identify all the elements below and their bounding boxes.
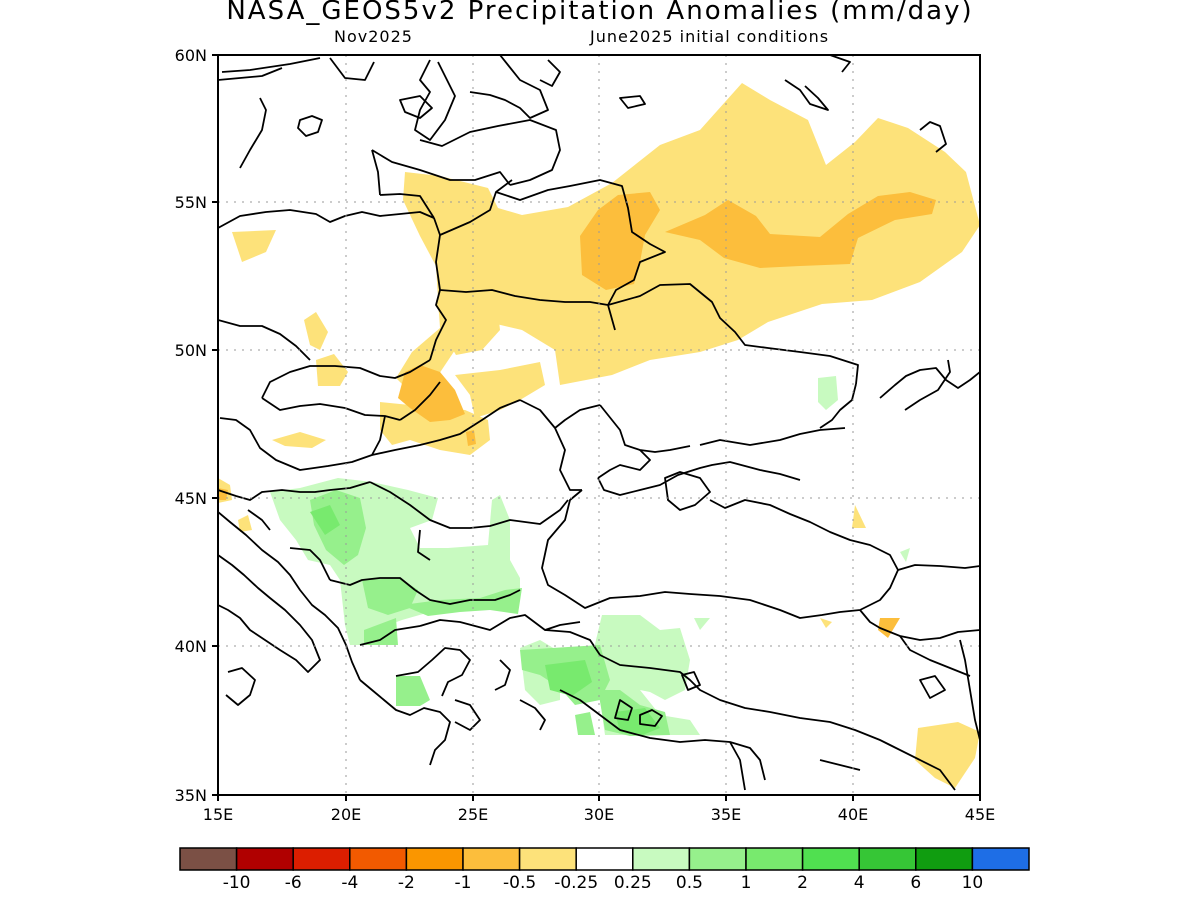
lon-label: 30E xyxy=(584,805,614,824)
colorbar-label: -0.25 xyxy=(554,873,598,893)
colorbar-label: -4 xyxy=(341,873,358,893)
longitude-labels: 15E 20E 25E 30E 35E 40E 45E xyxy=(203,805,995,824)
initial-conditions-label: June2025 initial conditions xyxy=(590,27,830,46)
colorbar-swatch xyxy=(801,847,860,871)
colorbar-label: -1 xyxy=(455,873,472,893)
colorbar-swatch xyxy=(575,847,634,871)
colorbar-label: 0.5 xyxy=(676,873,703,893)
colorbar-swatch xyxy=(462,847,521,871)
coastlines-borders xyxy=(218,55,980,791)
colorbar-label: 1 xyxy=(741,873,752,893)
colorbar-swatch xyxy=(349,847,408,871)
lat-label: 50N xyxy=(175,341,207,360)
lat-label: 45N xyxy=(175,489,207,508)
colorbar-label: -0.5 xyxy=(503,873,536,893)
colorbar-label: -6 xyxy=(285,873,302,893)
colorbar-swatch xyxy=(179,847,238,871)
colorbar-label: 0.25 xyxy=(614,873,652,893)
colorbar-swatch xyxy=(915,847,974,871)
lat-label: 55N xyxy=(175,193,207,212)
lon-label: 15E xyxy=(203,805,233,824)
lon-label: 20E xyxy=(331,805,361,824)
latitude-labels: 60N 55N 50N 45N 40N 35N xyxy=(175,46,207,805)
colorbar-swatch xyxy=(745,847,804,871)
colorbar-label: -2 xyxy=(398,873,415,893)
colorbar-swatch xyxy=(405,847,464,871)
dry-anomaly-light xyxy=(218,83,980,788)
colorbar-swatch xyxy=(632,847,691,871)
lon-label: 25E xyxy=(458,805,488,824)
colorbar-swatch xyxy=(518,847,577,871)
colorbar-label: 10 xyxy=(962,873,984,893)
colorbar-label: 6 xyxy=(910,873,921,893)
colorbar: -10 -6 -4 -2 -1 -0.5 -0.25 0.25 0.5 1 2 4 6 10 xyxy=(179,847,1030,893)
anomaly-fields xyxy=(218,83,980,788)
lat-label: 40N xyxy=(175,637,207,656)
colorbar-swatch xyxy=(235,847,294,871)
lat-label: 35N xyxy=(175,786,207,805)
lon-label: 35E xyxy=(711,805,741,824)
colorbar-swatch xyxy=(858,847,917,871)
colorbar-label: 4 xyxy=(854,873,865,893)
colorbar-swatch xyxy=(292,847,351,871)
gridlines xyxy=(218,55,980,795)
colorbar-label: 2 xyxy=(797,873,808,893)
map-title: NASA_GEOS5v2 Precipitation Anomalies (mm… xyxy=(226,0,974,26)
forecast-month: Nov2025 xyxy=(334,27,413,46)
colorbar-label: -10 xyxy=(223,873,251,893)
colorbar-swatch xyxy=(688,847,747,871)
wet-anomaly-strong xyxy=(310,505,660,736)
lat-label: 60N xyxy=(175,46,207,65)
axis-ticks xyxy=(212,54,981,801)
lon-label: 45E xyxy=(965,805,995,824)
colorbar-swatch xyxy=(971,847,1030,871)
lon-label: 40E xyxy=(838,805,868,824)
